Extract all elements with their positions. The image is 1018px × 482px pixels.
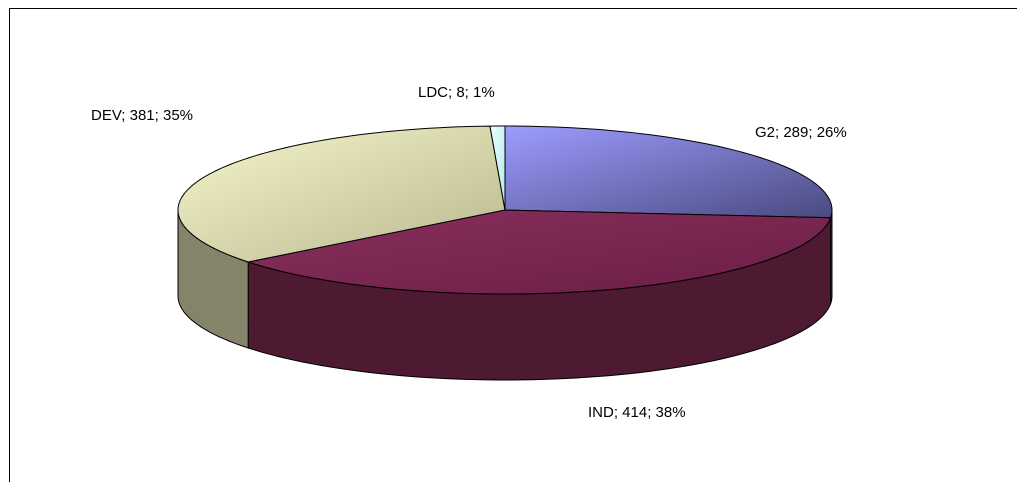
pie-slice-ldc bbox=[489, 125, 506, 211]
slice-label-g2: G2; 289; 26% bbox=[755, 124, 847, 141]
slice-label-dev: DEV; 381; 35% bbox=[91, 107, 193, 124]
slice-label-ind: IND; 414; 38% bbox=[588, 404, 686, 421]
pie-slice-g2 bbox=[504, 125, 833, 219]
pie-slice-ind bbox=[246, 209, 832, 295]
slice-label-ldc: LDC; 8; 1% bbox=[418, 84, 495, 101]
pie-slice-dev bbox=[177, 125, 506, 263]
